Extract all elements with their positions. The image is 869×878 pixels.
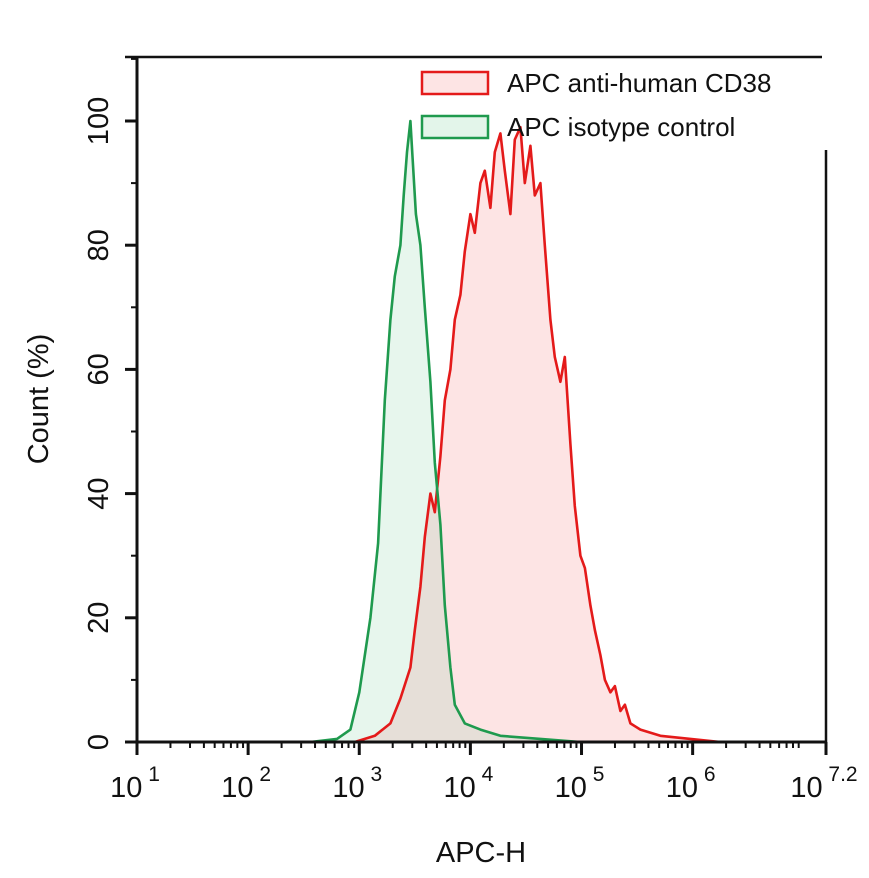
x-tick-label: 10 5 [555,763,605,804]
series-line-cd38 [354,125,721,744]
x-tick-label: 10 2 [221,763,271,804]
y-tick-label: 20 [83,602,115,634]
x-tick-label: 10 3 [332,763,382,804]
legend-swatch-isotype [420,114,490,140]
y-tick-label: 40 [83,477,115,509]
x-tick-label: 10 7.2 [790,763,857,804]
series-fill-isotype [310,121,581,742]
x-tick-label: 10 6 [666,763,716,804]
x-ticks: 10 1 10 2 10 3 10 4 10 5 10 6 10 7.2 [110,742,858,804]
y-axis-title: Count (%) [23,334,55,465]
legend: APC anti-human CD38 APC isotype control [420,68,771,142]
y-tick-label: 60 [83,353,115,385]
legend-label-cd38: APC anti-human CD38 [507,68,771,98]
x-tick-label: 10 4 [444,763,494,804]
series-layer [310,119,721,744]
y-tick-label: 80 [83,229,115,261]
axes-layer [125,55,828,752]
y-tick-label: 0 [83,734,115,750]
x-axis-title: APC-H [436,837,526,869]
legend-swatch-cd38 [420,70,490,96]
legend-label-isotype: APC isotype control [507,112,735,142]
x-tick-label: 10 1 [110,763,160,804]
series-fill-cd38 [354,127,721,742]
y-ticks: 0 20 40 60 80 100 [83,57,137,750]
series-line-isotype [310,119,581,744]
y-tick-label: 100 [83,97,115,145]
